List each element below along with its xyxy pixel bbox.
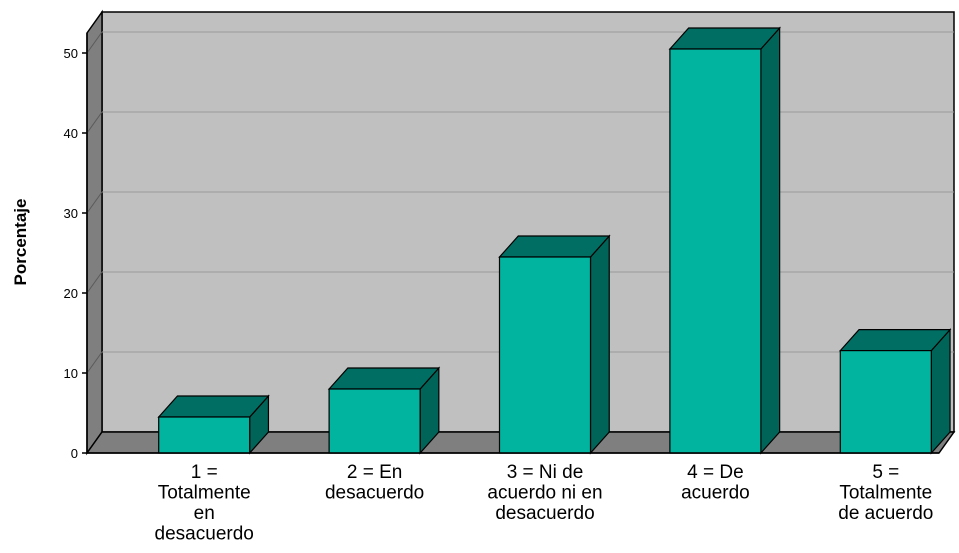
x-tick-label-line: 4 = De <box>687 462 744 483</box>
x-tick-label-line: Totalmente <box>839 483 932 504</box>
y-tick-label: 50 <box>64 46 78 61</box>
y-tick-label: 0 <box>71 446 78 461</box>
bar-top <box>838 329 952 352</box>
bar-front <box>839 350 932 454</box>
y-tick-label: 10 <box>64 366 78 381</box>
x-tick-label-line: 2 = En <box>347 462 402 483</box>
bar-3 <box>498 234 611 455</box>
bar-1 <box>157 394 270 455</box>
gridline-wall-10 <box>86 351 103 374</box>
gridline-wall-20 <box>86 271 103 294</box>
y-axis-label: Porcentaje <box>11 199 30 286</box>
gridline-wall-30 <box>86 191 103 214</box>
bar-side <box>760 26 781 455</box>
bar-front <box>498 256 592 454</box>
x-tick-label-line: en <box>194 503 215 524</box>
x-tick-label-line: 3 = Ni de <box>507 462 584 483</box>
gridline-wall-50 <box>86 31 103 54</box>
bar-4 <box>668 26 781 455</box>
x-tick-label-line: acuerdo <box>681 483 750 504</box>
bar-front <box>328 388 421 454</box>
y-axis: 0 10 20 30 40 50 <box>64 33 88 461</box>
x-tick-label: 1 = Totalmente en desacuerdo <box>155 462 254 545</box>
plot-left-wall <box>86 9 103 456</box>
bar-front <box>158 416 251 454</box>
gridline-wall-40 <box>86 111 103 134</box>
x-tick-label-line: desacuerdo <box>325 483 424 504</box>
x-tick-label-line: Totalmente <box>158 483 251 504</box>
bar-2 <box>327 366 441 455</box>
x-tick-label: 5 = Totalmente de acuerdo <box>838 462 933 524</box>
y-tick-label: 40 <box>64 126 78 141</box>
x-tick-label: 3 = Ni de acuerdo ni en desacuerdo <box>487 462 602 524</box>
x-tick-label: 2 = En desacuerdo <box>325 462 424 504</box>
x-tick-label-line: acuerdo ni en <box>487 483 602 504</box>
x-tick-label: 4 = De acuerdo <box>681 462 750 504</box>
y-tick-label: 30 <box>64 206 78 221</box>
bar-5 <box>838 328 952 455</box>
bar-top <box>498 235 611 258</box>
bar-top <box>668 27 781 50</box>
bar-top <box>157 395 270 418</box>
x-tick-label-line: 1 = <box>191 462 218 483</box>
x-tick-label-line: desacuerdo <box>155 524 254 545</box>
bar-front <box>669 48 762 454</box>
x-tick-label-line: 5 = <box>872 462 899 483</box>
x-tick-label-line: desacuerdo <box>495 503 594 524</box>
bar-side <box>589 234 610 455</box>
bar-top <box>327 367 441 390</box>
y-tick-label: 20 <box>64 286 78 301</box>
x-tick-label-line: de acuerdo <box>838 503 933 524</box>
bars <box>157 26 952 455</box>
